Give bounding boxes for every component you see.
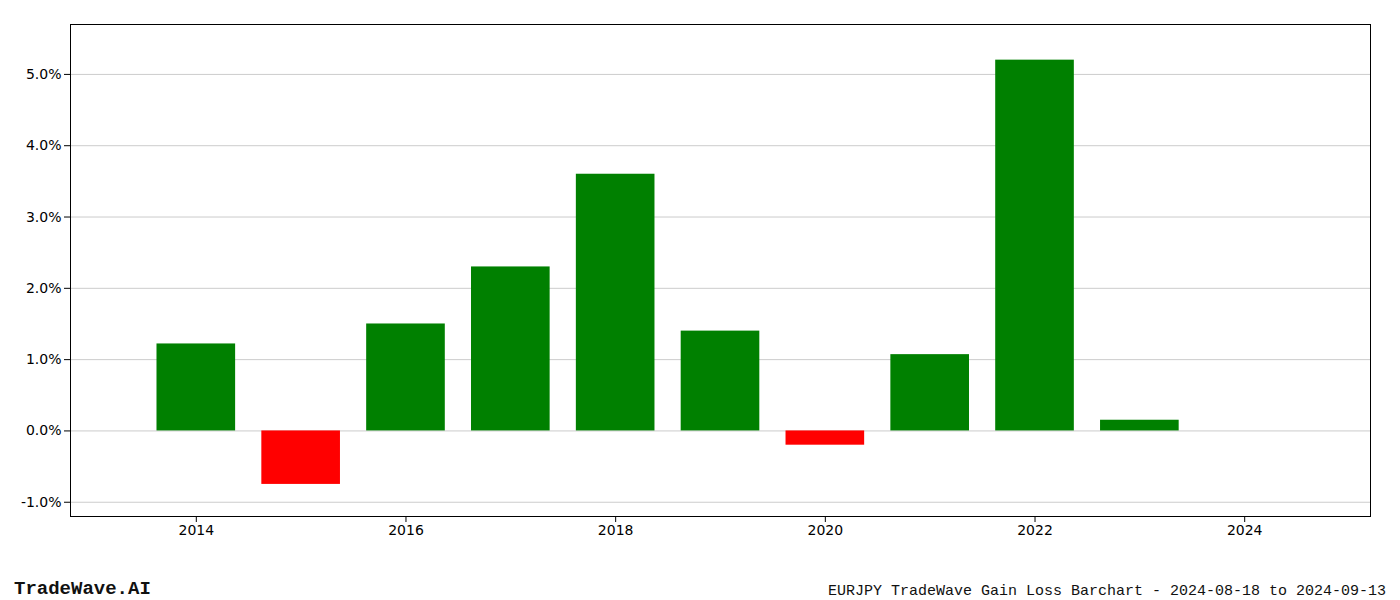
svg-text:2016: 2016 — [388, 522, 424, 538]
svg-text:2022: 2022 — [1017, 522, 1053, 538]
svg-text:5.0%: 5.0% — [26, 66, 62, 82]
svg-text:3.0%: 3.0% — [26, 209, 62, 225]
svg-text:0.0%: 0.0% — [26, 422, 62, 438]
svg-text:4.0%: 4.0% — [26, 137, 62, 153]
svg-text:1.0%: 1.0% — [26, 351, 62, 367]
html-text:EURJPY TradeWave Gain Loss Bar: EURJPY TradeWave Gain Loss Barchart - 20… — [827, 583, 1386, 600]
svg-text:2020: 2020 — [808, 522, 844, 538]
html-text:TradeWave.AI: TradeWave.AI — [14, 578, 151, 600]
svg-text:2014: 2014 — [178, 522, 214, 538]
svg-text:2024: 2024 — [1227, 522, 1263, 538]
svg-text:2018: 2018 — [598, 522, 634, 538]
svg-text:2.0%: 2.0% — [26, 280, 62, 296]
svg-text:-1.0%: -1.0% — [21, 494, 62, 510]
